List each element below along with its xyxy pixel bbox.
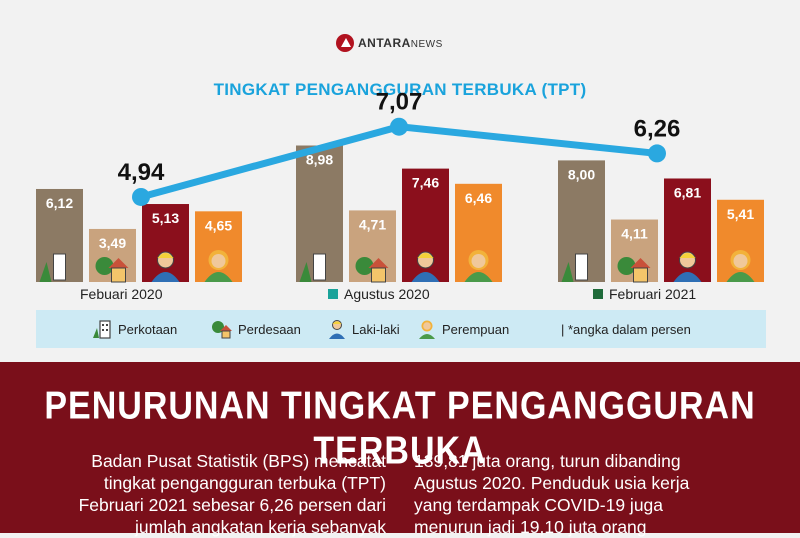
bar-value-label: 8,98 — [306, 152, 333, 168]
helmet-icon — [417, 253, 434, 258]
group-label: Agustus 2020 — [344, 286, 430, 302]
bar-value-label: 4,65 — [205, 217, 232, 233]
group-label: Februari 2021 — [609, 286, 696, 302]
brand-logo: ANTARANEWS — [336, 34, 443, 52]
group-label: Febuari 2020 — [80, 286, 163, 302]
legend-label-perempuan: Perempuan — [442, 322, 510, 337]
bar-value-label: 5,13 — [152, 210, 179, 226]
bar-value-label: 7,46 — [412, 175, 439, 191]
article-line: tingkat pengangguran terbuka (TPT) — [103, 473, 386, 493]
tpt-value-label: 7,07 — [376, 89, 423, 116]
bar-value-label: 4,71 — [359, 216, 386, 232]
man-body-icon — [151, 272, 180, 282]
tpt-point — [648, 144, 666, 163]
article-line: 139,81 juta orang, turun dibanding — [414, 451, 681, 471]
roof-icon — [108, 258, 129, 268]
article-column-left: Badan Pusat Statistik (BPS) mencatat tin… — [36, 450, 386, 538]
legend: Perkotaan Perdesaan Laki-laki Perempuan … — [36, 310, 766, 348]
woman-body-icon — [726, 272, 755, 282]
article-headline: PENURUNAN TINGKAT PENGANGGURAN TERBUKA — [44, 384, 756, 473]
legend-label-perkotaan: Perkotaan — [118, 322, 178, 337]
tpt-point — [132, 187, 150, 206]
article-line: Badan Pusat Statistik (BPS) mencatat — [91, 451, 386, 471]
group-marker — [593, 289, 603, 299]
tpt-value-label: 4,94 — [118, 159, 165, 186]
woman-icon — [211, 254, 226, 268]
antara-logo-icon — [336, 34, 354, 52]
bar-value-label: 3,49 — [99, 235, 126, 251]
legend-label-perdesaan: Perdesaan — [238, 322, 301, 337]
bar — [142, 204, 189, 282]
man-icon — [329, 320, 345, 339]
brand-suffix: NEWS — [410, 39, 443, 50]
bar-value-label: 6,12 — [46, 195, 73, 211]
woman-icon — [419, 320, 435, 339]
woman-icon — [733, 254, 748, 268]
tpt-value-label: 6,26 — [634, 115, 681, 142]
brand-name: ANTARA — [358, 36, 411, 50]
article-line: menurun jadi 19,10 juta orang — [414, 517, 647, 537]
village-house-icon — [111, 267, 126, 283]
bar-value-label: 6,46 — [465, 190, 492, 206]
roof-icon — [630, 258, 651, 268]
chart-title: TINGKAT PENGANGGURAN TERBUKA (TPT) — [213, 80, 587, 99]
man-body-icon — [673, 272, 702, 282]
roof-icon — [368, 258, 389, 268]
village-house-icon — [371, 267, 386, 283]
palm-tree-icon — [39, 262, 52, 282]
tree-icon — [95, 257, 114, 275]
village-house-icon — [633, 267, 648, 283]
woman-body-icon — [464, 272, 493, 282]
article-section — [0, 362, 800, 533]
helmet-icon — [157, 253, 174, 258]
tpt-point — [390, 117, 408, 136]
bar-chart: 6,12 3,49 5,13 4,65 Febuari 2020 8,98 4,71 7,46… — [36, 89, 764, 302]
man-body-icon — [411, 272, 440, 282]
helmet-icon — [679, 253, 696, 258]
bar-value-label: 4,11 — [621, 226, 648, 242]
article-line: Agustus 2020. Penduduk usia kerja — [414, 473, 690, 493]
legend-label-laki-laki: Laki-laki — [352, 322, 400, 337]
city-building-icon — [313, 253, 326, 281]
tree-icon — [617, 257, 636, 275]
city-building-icon — [93, 320, 111, 339]
article-line: jumlah angkatan kerja sebanyak — [135, 517, 386, 537]
article-column-right: 139,81 juta orang, turun dibanding Agust… — [414, 450, 764, 538]
palm-tree-icon — [299, 262, 312, 282]
bar — [195, 211, 242, 282]
group-marker — [328, 289, 338, 299]
city-building-icon — [575, 253, 588, 281]
article-line: Februari 2021 sebesar 6,26 persen dari — [78, 495, 386, 515]
palm-tree-icon — [561, 262, 574, 282]
bar-value-label: 6,81 — [674, 184, 701, 200]
village-house-icon — [212, 321, 232, 339]
legend-note: | *angka dalam persen — [561, 322, 691, 337]
woman-body-icon — [204, 272, 233, 282]
woman-icon — [471, 254, 486, 268]
tree-icon — [355, 257, 374, 275]
city-building-icon — [53, 253, 66, 281]
article-line: yang terdampak COVID-19 juga — [414, 495, 664, 515]
bar-value-label: 8,00 — [568, 166, 595, 182]
bar-value-label: 5,41 — [727, 206, 754, 222]
